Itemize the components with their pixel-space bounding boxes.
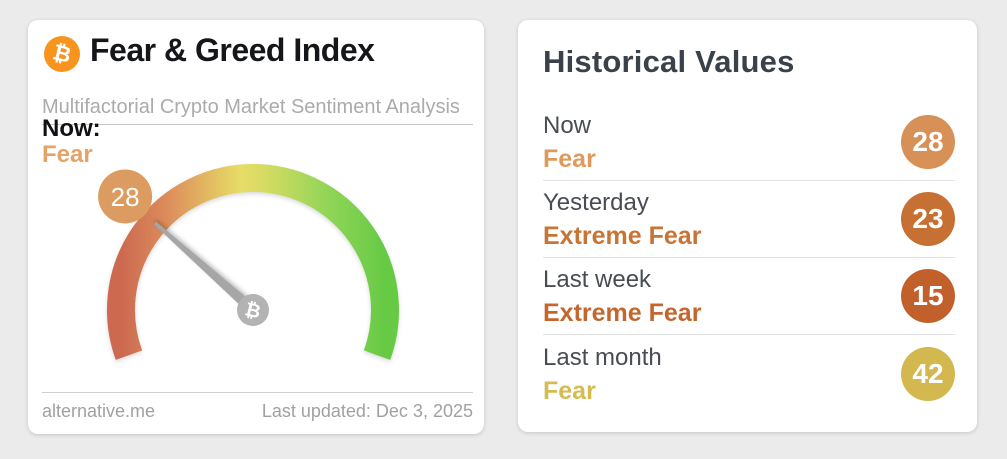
history-row-yesterday: Yesterday Extreme Fear 23 (543, 181, 955, 258)
gauge-arc (107, 164, 399, 360)
history-classification: Fear (543, 376, 596, 405)
history-row-last-week: Last week Extreme Fear 15 (543, 258, 955, 335)
history-period-label: Yesterday (543, 189, 649, 216)
history-row-last-month: Last month Fear 42 (543, 335, 955, 412)
fear-greed-card: ₿ Fear & Greed Index Multifactorial Cryp… (28, 20, 484, 434)
history-value-badge: 15 (901, 269, 955, 323)
history-value-badge: 28 (901, 115, 955, 169)
header-divider (42, 124, 473, 125)
now-classification: Fear (42, 141, 93, 168)
history-classification: Extreme Fear (543, 222, 702, 250)
card-subtitle: Multifactorial Crypto Market Sentiment A… (42, 96, 460, 118)
gauge-hub (237, 294, 269, 326)
history-period-label: Last month (543, 343, 662, 371)
history-value-badge: 23 (901, 192, 955, 246)
footer-divider (42, 392, 473, 393)
last-updated-label: Last updated: Dec 3, 2025 (261, 401, 473, 421)
card-title: Fear & Greed Index (90, 32, 375, 68)
history-row-now: Now Fear 28 (543, 104, 955, 181)
history-period-label: Now (543, 112, 592, 139)
now-label: Now: (42, 115, 101, 142)
history-classification: Extreme Fear (543, 299, 702, 327)
gauge-needle (153, 221, 257, 315)
gauge-value-badge (98, 169, 153, 224)
gauge-bitcoin-icon: ₿ (243, 298, 263, 323)
history-period-label: Last week (543, 266, 652, 293)
historical-values-title: Historical Values (543, 44, 795, 79)
gauge-value-text: 28 (111, 182, 140, 212)
history-classification: Fear (543, 145, 596, 173)
fear-greed-gauge: ₿ 28 (98, 164, 399, 360)
historical-values-card: Historical Values Now Fear 28 Yesterday … (518, 20, 977, 432)
bitcoin-icon: ₿ (44, 36, 80, 72)
source-link[interactable]: alternative.me (42, 401, 156, 421)
history-value-badge: 42 (901, 346, 955, 401)
historical-values-list: Now Fear 28 Yesterday Extreme Fear 23 La… (543, 104, 955, 412)
